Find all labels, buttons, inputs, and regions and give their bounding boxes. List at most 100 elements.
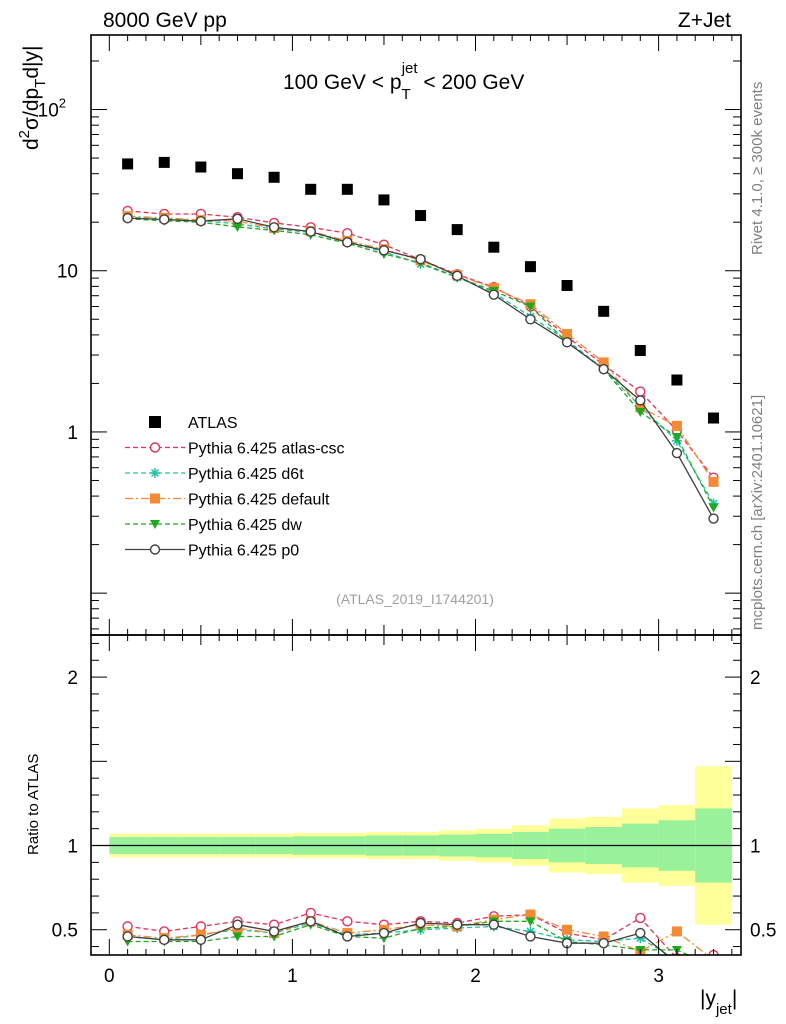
y-axis-label-d: d bbox=[20, 138, 43, 150]
rivet-label: Rivet 4.1.0, ≥ 300k events bbox=[749, 82, 766, 255]
atlas-point bbox=[195, 161, 207, 173]
atlas-point bbox=[451, 224, 463, 236]
ratio-point-4 bbox=[305, 916, 316, 927]
ratio-point-4 bbox=[268, 926, 280, 937]
series-point-4 bbox=[525, 314, 536, 325]
ratio-point-3 bbox=[709, 963, 719, 972]
series-point-4 bbox=[598, 364, 609, 375]
ratio-point-4 bbox=[488, 919, 500, 930]
series-point-4 bbox=[671, 447, 683, 459]
ratio-point-3 bbox=[525, 917, 536, 927]
ratio-y-tick-label-right: 0.5 bbox=[750, 921, 776, 942]
x-tick-label: 1 bbox=[287, 966, 298, 987]
ratio-point-2 bbox=[709, 955, 719, 965]
x-axis-label-main: |y bbox=[700, 987, 716, 1010]
series-point-4 bbox=[342, 237, 353, 248]
series-point-2 bbox=[598, 357, 609, 368]
analysis-id: (ATLAS_2019_I1744201) bbox=[336, 591, 494, 607]
atlas-point bbox=[415, 210, 427, 222]
ratio-point-4 bbox=[415, 917, 426, 929]
ratio-y-tick-label-right: 1 bbox=[750, 837, 761, 858]
x-tick-label: 2 bbox=[470, 966, 481, 987]
y-tick-label: 10 bbox=[57, 262, 78, 283]
series-point-2 bbox=[562, 329, 573, 340]
ratio-panel-frame bbox=[90, 634, 742, 956]
atlas-point bbox=[305, 183, 317, 195]
beam-label: 8000 GeV pp bbox=[103, 9, 227, 32]
series-point-4 bbox=[305, 226, 316, 237]
ratio-point-4 bbox=[709, 962, 718, 971]
series-point-0 bbox=[635, 386, 646, 397]
ratio-point-2 bbox=[562, 924, 573, 935]
ratio-y-tick-label: 2 bbox=[67, 668, 78, 689]
atlas-point bbox=[158, 156, 170, 168]
atlas-point bbox=[122, 158, 134, 170]
series-point-4 bbox=[708, 513, 719, 524]
ratio-point-0 bbox=[122, 921, 133, 932]
ratio-point-0 bbox=[305, 907, 316, 919]
ratio-point-4 bbox=[159, 934, 170, 946]
legend-label: Pythia 6.425 default bbox=[188, 492, 330, 509]
x-axis-label: |yjet| bbox=[700, 987, 737, 1018]
ratio-point-4 bbox=[525, 931, 536, 942]
y-tick-label-sup: 2 bbox=[59, 96, 66, 111]
ratio-point-2 bbox=[525, 909, 536, 920]
y-axis-label: d2σ/dpTd|y| bbox=[16, 46, 49, 150]
ratio-point-4 bbox=[195, 934, 207, 946]
legend-atlas-marker bbox=[149, 416, 161, 428]
cut-label-sub: T bbox=[402, 86, 411, 103]
series-point-4 bbox=[635, 395, 646, 406]
series-point-2 bbox=[708, 476, 719, 487]
ratio-point-0 bbox=[195, 921, 207, 932]
legend-marker-3 bbox=[150, 520, 160, 529]
legend: ATLAS Pythia 6.425 atlas-csc Pythia 6.425 … bbox=[125, 415, 345, 560]
ratio-y-tick-label: 1 bbox=[67, 837, 78, 858]
series-point-3 bbox=[525, 302, 536, 312]
series-point-2 bbox=[671, 420, 682, 431]
ratio-point-4 bbox=[598, 938, 609, 949]
ratio-point-4 bbox=[672, 959, 681, 968]
ratio-point-4 bbox=[232, 919, 243, 930]
atlas-point bbox=[598, 305, 610, 317]
legend-label: Pythia 6.425 p0 bbox=[188, 543, 299, 560]
atlas-point bbox=[231, 168, 243, 180]
legend-marker-1 bbox=[150, 468, 160, 478]
legend-marker-0 bbox=[149, 442, 161, 453]
series-point-4 bbox=[488, 289, 500, 300]
process-label: Z+Jet bbox=[678, 9, 731, 32]
y-axis-label-sq: 2 bbox=[16, 130, 33, 138]
series-line-0 bbox=[127, 210, 715, 479]
ratio-point-4 bbox=[122, 931, 133, 942]
x-tick-label: 0 bbox=[104, 966, 115, 987]
mcplots-label: mcplots.cern.ch [arXiv:2401.10621] bbox=[749, 395, 766, 630]
y-axis-label-t: T bbox=[32, 79, 49, 88]
series-point-4 bbox=[451, 270, 463, 282]
ratio-point-2 bbox=[598, 931, 609, 942]
series-point-4 bbox=[561, 337, 573, 348]
atlas-point bbox=[268, 171, 280, 183]
atlas-point bbox=[671, 374, 683, 386]
series-point-1 bbox=[708, 498, 719, 509]
cut-label-prefix: 100 GeV < p bbox=[283, 71, 402, 94]
legend-label: Pythia 6.425 atlas-csc bbox=[188, 441, 345, 458]
legend-label: ATLAS bbox=[188, 415, 238, 432]
x-axis-label-close: | bbox=[732, 987, 737, 1010]
series-line-2 bbox=[127, 215, 715, 483]
y-tick-label: 1 bbox=[67, 423, 78, 444]
main-panel-data bbox=[122, 156, 720, 524]
atlas-point bbox=[524, 261, 536, 273]
ratio-point-4 bbox=[342, 931, 353, 942]
ratio-point-0 bbox=[342, 916, 353, 927]
series-point-4 bbox=[268, 222, 280, 233]
series-point-4 bbox=[415, 253, 426, 265]
atlas-point bbox=[488, 241, 500, 253]
x-tick-label: 3 bbox=[653, 966, 664, 987]
atlas-point bbox=[634, 345, 646, 357]
x-axis-label-sub: jet bbox=[715, 1001, 733, 1018]
ratio-point-4 bbox=[451, 919, 463, 930]
ratio-y-axis-label: Ratio to ATLAS bbox=[25, 754, 42, 855]
series-point-4 bbox=[378, 245, 390, 256]
cut-label-suffix: < 200 GeV bbox=[418, 71, 525, 94]
